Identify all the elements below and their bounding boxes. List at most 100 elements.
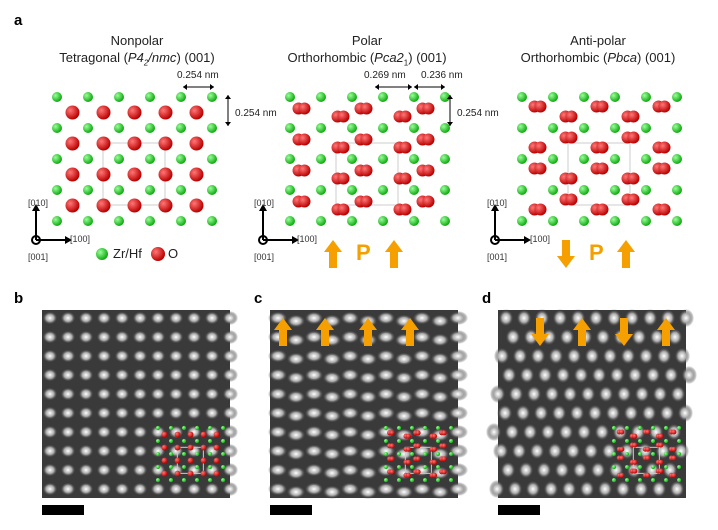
zr-hf-atom: [52, 185, 62, 195]
o-atom: [596, 100, 609, 113]
hrtem-spot: [394, 352, 414, 366]
o-atom: [422, 164, 435, 177]
o-atom: [422, 133, 435, 146]
hrtem-spot: [358, 485, 378, 499]
o-atom: [174, 431, 181, 438]
hrtem-spot: [322, 466, 342, 480]
zr-hf-atom: [207, 154, 217, 164]
zr-hf-atom: [221, 425, 226, 431]
zr-hf-atom: [285, 123, 295, 133]
t-group: P4: [127, 50, 144, 65]
zr-hf-atom: [155, 464, 161, 470]
hrtem-spot: [186, 311, 202, 325]
zr-hf-atom: [285, 185, 295, 195]
zr-hf-atom: [114, 154, 124, 164]
zr-hf-atom: [316, 185, 326, 195]
zr-hf-atom: [650, 464, 656, 470]
hrtem-spot: [114, 444, 130, 458]
hrtem-spot: [340, 311, 360, 325]
hrtem-spot: [96, 330, 112, 344]
o-atom: [389, 443, 395, 449]
zr-hf-atom: [114, 216, 124, 226]
o-atom: [337, 172, 350, 185]
hrtem-spot: [222, 368, 238, 382]
zr-hf-atom: [672, 154, 682, 164]
hrtem-spot: [376, 425, 396, 439]
o-atom: [431, 459, 438, 465]
zr-hf-atom: [396, 451, 402, 457]
hrtem-spot: [286, 352, 306, 366]
hrtem-spot: [60, 406, 76, 420]
o-atom: [399, 110, 412, 123]
hrtem-spot: [530, 347, 546, 365]
title-line2: Orthorhombic (Pbca) (001): [488, 49, 708, 66]
zr-hf-atom: [221, 477, 226, 483]
zr-hf-atom: [396, 464, 402, 470]
o-atom: [337, 203, 350, 216]
zr-hf-atom: [663, 464, 669, 470]
zr-hf-atom: [517, 123, 527, 133]
hrtem-spot: [304, 444, 324, 458]
zr-hf-atom: [611, 451, 617, 457]
zr-hf-atom: [677, 464, 682, 470]
zr-hf-atom: [672, 92, 682, 102]
o-atom: [632, 442, 638, 448]
o-atom: [127, 105, 142, 120]
hrtem-spot: [516, 309, 532, 327]
zr-hf-atom: [650, 451, 656, 457]
zr-hf-atom: [672, 123, 682, 133]
zr-hf-atom: [207, 464, 213, 470]
o-atom: [441, 469, 447, 475]
hrtem-spot: [78, 482, 94, 496]
hrtem-spot: [615, 480, 631, 498]
arrowhead: [491, 204, 499, 211]
zr-hf-atom: [155, 438, 161, 444]
hrtem-spot: [186, 425, 202, 439]
hrtem-spot: [60, 387, 76, 401]
zr-hf-atom: [548, 92, 558, 102]
zr-hf-atom: [663, 425, 669, 431]
o-atom: [627, 172, 640, 185]
hrtem-spot: [394, 485, 414, 499]
zr-hf-atom: [52, 92, 62, 102]
zr-hf-atom: [347, 216, 357, 226]
hrtem-spot: [150, 330, 166, 344]
zr-hf-atom: [207, 477, 213, 483]
o-atom: [405, 472, 411, 478]
title-line2: Orthorhombic (Pca21) (001): [257, 49, 477, 72]
hrtem-spot: [132, 463, 148, 477]
o-atom: [565, 131, 578, 144]
o-atom: [174, 457, 181, 464]
hrtem-spot: [358, 409, 378, 423]
zr-hf-atom: [677, 425, 682, 431]
o-atom: [415, 469, 421, 475]
zr-hf-atom: [176, 154, 186, 164]
hrtem-spot: [638, 347, 654, 365]
hrtem-spot: [677, 404, 693, 422]
hrtem-spot: [659, 404, 675, 422]
zr-hf-atom: [145, 216, 155, 226]
zr-hf-atom: [663, 438, 669, 444]
zr-hf-atom: [517, 185, 527, 195]
o-atom: [337, 141, 350, 154]
hrtem-spot: [222, 406, 238, 420]
hrtem-spot: [652, 385, 668, 403]
t-group-b: /nmc: [148, 50, 177, 65]
hrtem-spot: [150, 482, 166, 496]
zr-hf-atom: [176, 185, 186, 195]
hrtem-spot: [540, 423, 556, 441]
hrtem-spot: [286, 447, 306, 461]
hrtem-spot: [569, 404, 585, 422]
zr-hf-atom: [285, 92, 295, 102]
zr-hf-atom: [181, 464, 187, 470]
hrtem-spot: [168, 368, 184, 382]
hrtem-spot: [340, 387, 360, 401]
hrtem-spot: [186, 368, 202, 382]
hrtem-spot: [268, 444, 288, 458]
hrtem-spot: [322, 409, 342, 423]
zr-hf-atom: [409, 464, 415, 470]
hrtem-spot: [588, 309, 604, 327]
zr-hf-atom: [181, 425, 187, 431]
zr-hf-atom: [579, 123, 589, 133]
hrtem-spot: [60, 425, 76, 439]
